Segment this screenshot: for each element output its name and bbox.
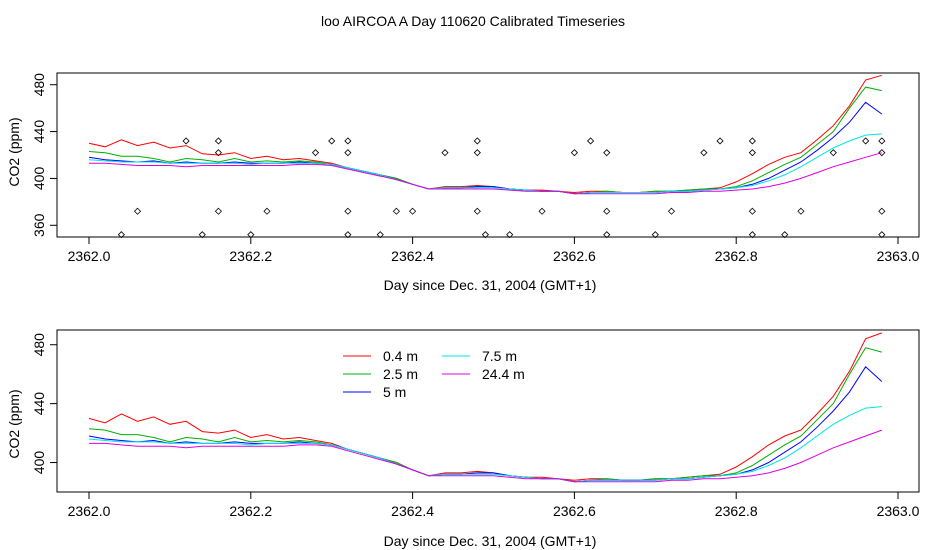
top-series-line-0	[88, 74, 882, 194]
diamond-marker	[878, 207, 886, 215]
diamond-marker	[878, 149, 886, 157]
legend-label-4: 24.4 m	[482, 366, 525, 382]
diamond-marker	[198, 231, 206, 239]
bottom-series-line-2	[88, 366, 883, 483]
diamond-marker	[603, 149, 611, 157]
top-x-tick-label: 2362.4	[391, 248, 434, 264]
diamond-marker	[214, 137, 223, 145]
diamond-marker	[797, 207, 805, 215]
diamond-marker	[829, 149, 837, 157]
diamond-marker	[344, 231, 352, 239]
top-x-tick-label: 2362.2	[229, 248, 272, 264]
diamond-marker	[603, 231, 611, 239]
top-x-tick-label: 2362.8	[715, 248, 758, 264]
bottom-y-axis: 400 440 480	[31, 333, 57, 474]
diamond-marker	[344, 207, 352, 215]
diamond-marker	[538, 207, 546, 215]
diamond-marker	[748, 231, 756, 239]
bottom-x-axis: 2362.0 2362.2 2362.4 2362.6 2362.8 2363.0	[68, 492, 920, 519]
diamond-marker	[748, 207, 756, 215]
legend-label-1: 2.5 m	[383, 366, 418, 382]
top-series-line-3	[88, 133, 882, 195]
top-y-tick-label: 440	[31, 120, 47, 144]
bottom-plot-frame	[56, 329, 920, 493]
top-y-axis-label: CO2 (ppm)	[6, 117, 22, 186]
top-x-axis: 2362.0 2362.2 2362.4 2362.6 2362.8 2363.0	[68, 237, 920, 264]
bottom-x-tick-label: 2363.0	[877, 503, 920, 519]
diamond-marker	[878, 137, 886, 145]
bottom-legend: 0.4 m 2.5 m 5 m 7.5 m 24.4 m	[343, 348, 525, 400]
top-series-line-2	[88, 101, 883, 195]
diamond-marker	[117, 231, 125, 239]
diamond-marker	[700, 149, 708, 157]
bottom-series-layer	[88, 332, 883, 483]
top-x-axis-label: Day since Dec. 31, 2004 (GMT+1)	[384, 277, 597, 293]
bottom-x-tick-label: 2362.6	[553, 503, 596, 519]
bottom-series-line-4	[89, 429, 882, 483]
diamond-marker	[651, 231, 659, 239]
diamond-marker	[473, 207, 481, 215]
diamond-marker	[506, 231, 514, 239]
legend-label-0: 0.4 m	[383, 348, 418, 364]
bottom-y-tick-label: 400	[31, 451, 47, 475]
bottom-y-axis-label: CO2 (ppm)	[6, 389, 22, 458]
bottom-x-axis-label: Day since Dec. 31, 2004 (GMT+1)	[384, 533, 597, 549]
diamond-marker	[311, 149, 320, 157]
diamond-marker	[473, 137, 481, 145]
bottom-x-tick-label: 2362.8	[715, 503, 758, 519]
diamond-marker	[409, 207, 417, 215]
bottom-x-tick-label: 2362.4	[391, 503, 434, 519]
diamond-marker	[214, 149, 223, 157]
legend-label-3: 7.5 m	[482, 348, 517, 364]
top-series-line-4	[89, 152, 882, 195]
top-series-layer	[88, 74, 883, 195]
diamond-marker	[481, 231, 489, 239]
diamond-marker	[441, 149, 449, 157]
diamond-marker	[781, 231, 789, 239]
bottom-x-tick-label: 2362.2	[229, 503, 272, 519]
top-x-tick-label: 2362.0	[68, 248, 111, 264]
top-plot-frame	[56, 72, 920, 238]
diamond-marker	[344, 137, 352, 145]
diamond-marker	[182, 137, 190, 145]
diamond-marker	[263, 207, 271, 215]
top-y-tick-label: 480	[31, 73, 47, 97]
diamond-marker	[748, 149, 756, 157]
diamond-marker	[133, 207, 142, 215]
diamond-marker	[748, 137, 756, 145]
bottom-x-tick-label: 2362.0	[68, 503, 111, 519]
diamond-marker	[862, 137, 870, 145]
top-x-tick-label: 2363.0	[877, 248, 920, 264]
bottom-series-line-3	[88, 406, 882, 483]
diamond-marker	[392, 207, 400, 215]
diamond-marker	[214, 207, 223, 215]
figure-title: loo AIRCOA A Day 110620 Calibrated Times…	[321, 13, 625, 29]
bottom-y-tick-label: 440	[31, 392, 47, 416]
top-panel: 2362.0 2362.2 2362.4 2362.6 2362.8 2363.0 360…	[6, 72, 920, 293]
diamond-marker	[603, 207, 611, 215]
diamond-marker	[667, 207, 676, 215]
diamond-marker	[716, 137, 724, 145]
top-series-line-1	[88, 86, 882, 195]
diamond-marker	[328, 137, 336, 145]
top-y-tick-label: 400	[31, 167, 47, 191]
diamond-marker	[570, 149, 578, 157]
diamond-marker	[376, 231, 384, 239]
top-marker-layer	[117, 137, 886, 239]
top-y-tick-label: 360	[31, 213, 47, 237]
bottom-y-tick-label: 480	[31, 333, 47, 357]
bottom-series-line-0	[88, 332, 882, 481]
legend-label-2: 5 m	[383, 384, 406, 400]
bottom-panel: 2362.0 2362.2 2362.4 2362.6 2362.8 2363.0 400…	[6, 329, 920, 549]
diamond-marker	[473, 149, 481, 157]
diamond-marker	[878, 231, 886, 239]
top-x-tick-label: 2362.6	[553, 248, 596, 264]
top-y-axis: 360 400 440 480	[31, 73, 57, 237]
diamond-marker	[344, 149, 352, 157]
diamond-marker	[587, 137, 595, 145]
